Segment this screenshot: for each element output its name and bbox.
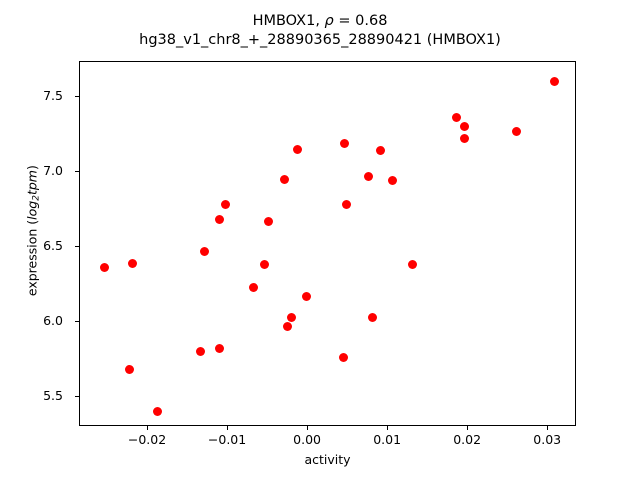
x-axis-tick-label: −0.02 bbox=[127, 432, 167, 447]
x-axis-tick bbox=[387, 426, 389, 430]
data-point bbox=[460, 122, 470, 132]
y-axis-tick bbox=[75, 245, 79, 247]
data-point bbox=[195, 347, 205, 357]
x-axis-tick-label: 0.00 bbox=[293, 432, 321, 447]
y-axis-tick-label: 6.0 bbox=[43, 312, 63, 328]
data-point bbox=[387, 176, 397, 186]
data-point bbox=[282, 321, 292, 331]
data-point bbox=[286, 312, 296, 322]
data-point bbox=[407, 260, 417, 270]
data-point bbox=[342, 200, 351, 210]
data-point bbox=[125, 365, 135, 375]
title-rho-symbol: ρ bbox=[324, 13, 334, 29]
y-axis-tick-label: 6.5 bbox=[43, 237, 63, 253]
data-point bbox=[99, 263, 109, 273]
x-axis-tick bbox=[307, 426, 309, 430]
x-axis-tick-label: 0.01 bbox=[373, 432, 402, 447]
data-point bbox=[249, 282, 259, 292]
y-axis-label-suffix: ) bbox=[24, 165, 40, 171]
x-axis-label: activity bbox=[304, 452, 351, 467]
data-point bbox=[293, 144, 303, 154]
y-axis-tick bbox=[75, 170, 79, 172]
data-point bbox=[451, 113, 461, 123]
y-axis-label-prefix: expression ( bbox=[24, 219, 40, 297]
y-axis-tick-label: 5.5 bbox=[43, 387, 63, 403]
data-point bbox=[200, 246, 210, 256]
plot-data-area bbox=[80, 62, 575, 425]
chart-title: HMBOX1, ρ = 0.68 hg38_v1_chr8_+_28890365… bbox=[0, 12, 640, 50]
data-point bbox=[338, 353, 348, 363]
data-point bbox=[512, 126, 522, 136]
data-point bbox=[301, 291, 311, 301]
data-point bbox=[259, 260, 269, 270]
data-point bbox=[279, 174, 289, 184]
x-axis-tick-label: 0.03 bbox=[533, 432, 562, 447]
x-axis-tick-label: 0.02 bbox=[453, 432, 482, 447]
data-point bbox=[214, 344, 224, 354]
y-axis-tick-label: 7.0 bbox=[43, 162, 63, 178]
x-axis-tick bbox=[547, 426, 549, 430]
title-rho-value: 0.68 bbox=[355, 13, 388, 29]
x-axis-tick-label: −0.01 bbox=[207, 432, 247, 447]
data-point bbox=[375, 146, 385, 156]
title-equals: = bbox=[333, 13, 356, 29]
data-point bbox=[214, 215, 224, 225]
x-axis-tick bbox=[147, 426, 149, 430]
data-point bbox=[363, 171, 373, 181]
data-point bbox=[264, 216, 274, 226]
data-point bbox=[221, 200, 231, 210]
data-point bbox=[550, 77, 560, 87]
data-point bbox=[459, 134, 469, 144]
plot-frame bbox=[79, 61, 576, 426]
title-separator: , bbox=[315, 13, 325, 29]
x-axis-tick bbox=[227, 426, 229, 430]
data-point bbox=[368, 312, 378, 322]
y-axis-label-tpm: tpm bbox=[24, 170, 40, 196]
y-axis-label-subscript: 2 bbox=[31, 195, 42, 201]
chart-title-line2: hg38_v1_chr8_+_28890365_28890421 (HMBOX1… bbox=[139, 32, 501, 48]
y-axis-tick bbox=[75, 320, 79, 322]
title-gene: HMBOX1 bbox=[252, 13, 316, 29]
y-axis-tick bbox=[75, 95, 79, 97]
y-axis-tick bbox=[75, 395, 79, 397]
y-axis-label: expression (log2tpm) bbox=[24, 61, 41, 401]
y-axis-label-log: log bbox=[24, 200, 40, 220]
data-point bbox=[153, 407, 163, 417]
data-point bbox=[127, 258, 137, 268]
x-axis-tick bbox=[467, 426, 469, 430]
chart-title-line1: HMBOX1, ρ = 0.68 bbox=[0, 12, 640, 31]
y-axis-tick-label: 7.5 bbox=[43, 87, 63, 103]
data-point bbox=[339, 138, 349, 148]
